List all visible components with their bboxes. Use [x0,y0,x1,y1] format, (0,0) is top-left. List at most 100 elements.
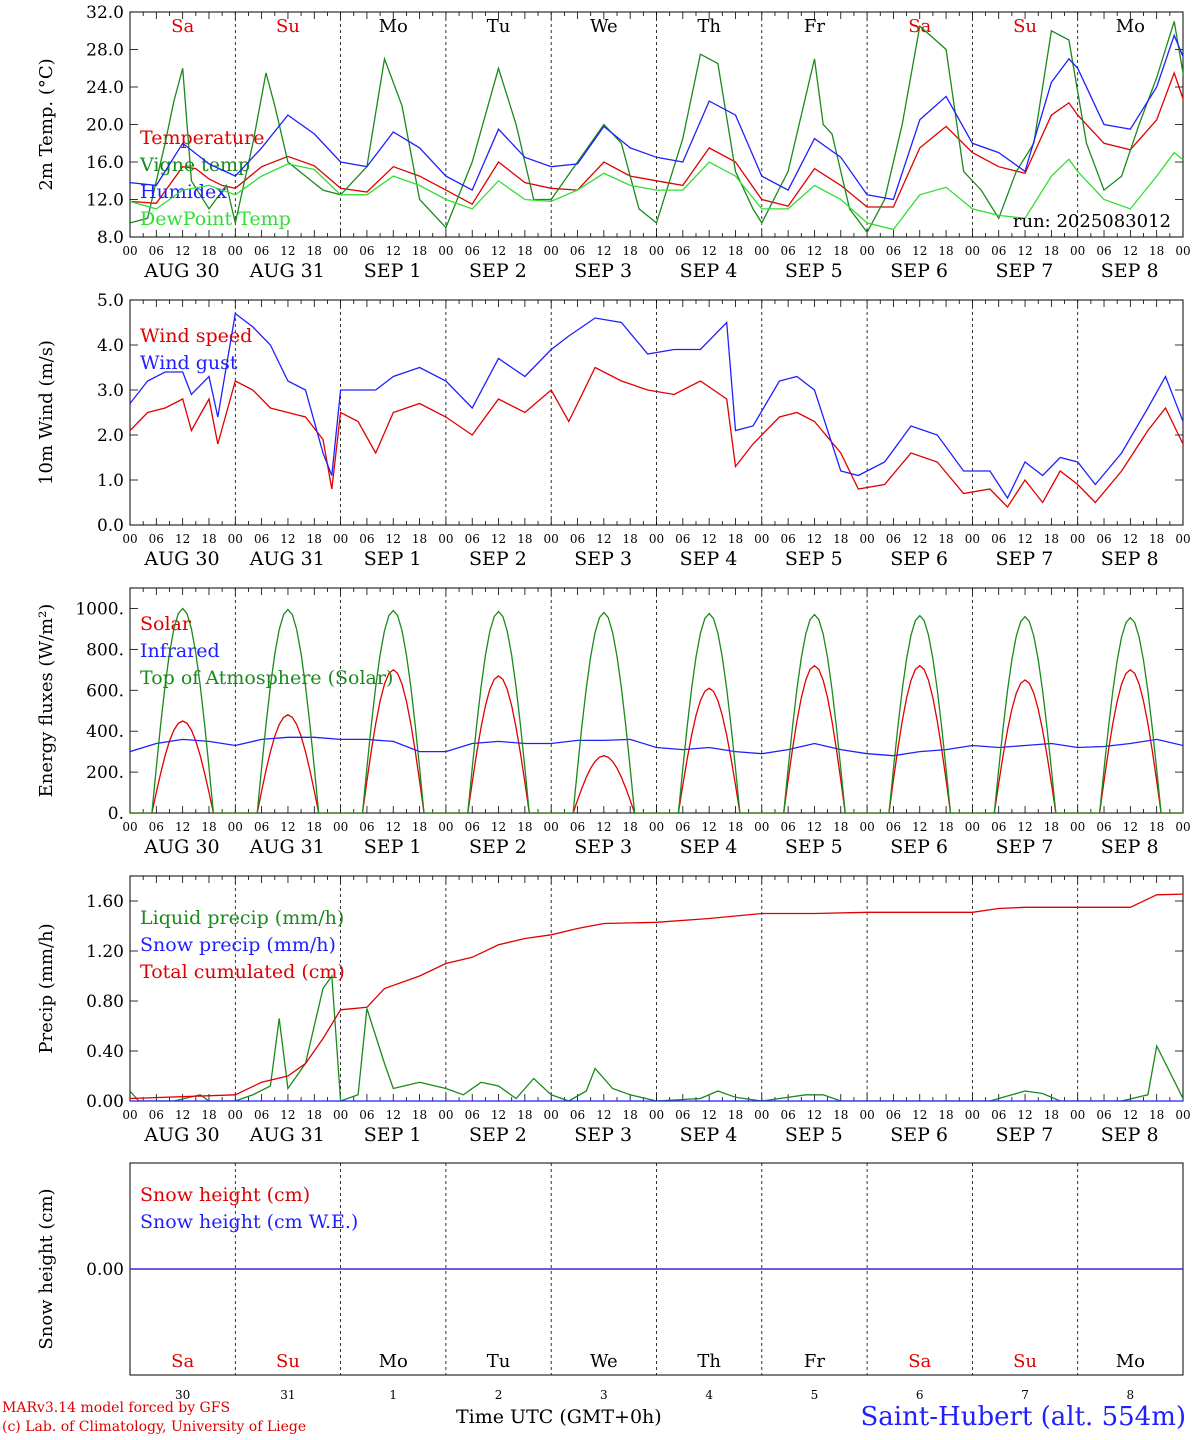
hour-tick-label: 00 [1175,820,1190,834]
hour-tick-label: 00 [122,820,137,834]
day-number-label: 8 [1127,1388,1135,1402]
legend-entry: Snow precip (mm/h) [140,934,336,956]
hour-tick-label: 06 [149,532,164,546]
hour-tick-label: 18 [307,820,322,834]
legend-entry: Humidex [140,181,227,203]
hour-tick-label: 12 [280,532,295,546]
hour-tick-label: 06 [1096,820,1111,834]
hour-tick-label: 06 [570,532,585,546]
date-label: SEP 3 [574,836,632,858]
hour-tick-label: 00 [122,244,137,258]
hour-tick-label: 12 [280,244,295,258]
hour-tick-label: 06 [780,1108,795,1122]
hour-tick-label: 12 [280,1108,295,1122]
hour-tick-label: 06 [359,244,374,258]
hour-tick-label: 18 [728,820,743,834]
date-label: SEP 7 [995,260,1053,282]
hour-tick-label: 06 [359,820,374,834]
hour-tick-label: 06 [359,532,374,546]
hour-tick-label: 00 [649,1108,664,1122]
hour-tick-label: 00 [649,244,664,258]
hour-tick-label: 06 [675,1108,690,1122]
hour-tick-label: 00 [544,820,559,834]
hour-tick-label: 18 [1044,1108,1059,1122]
legend-entry: Vigne temp [139,154,250,176]
y-tick-label: 8.0 [97,228,124,248]
date-label: SEP 2 [469,260,527,282]
date-label: SEP 4 [680,836,738,858]
weekday-label: Mo [1116,1351,1145,1372]
date-label: SEP 8 [1101,836,1159,858]
hour-tick-label: 06 [149,244,164,258]
y-axis-label: Energy fluxes (W/m²) [36,604,57,798]
date-label: SEP 1 [364,260,422,282]
date-label: SEP 8 [1101,1124,1159,1146]
hour-tick-label: 06 [886,244,901,258]
hour-tick-label: 06 [675,820,690,834]
weekday-label: We [590,16,618,37]
y-tick-label: 0.00 [86,1260,124,1280]
date-label: SEP 7 [995,1124,1053,1146]
hour-tick-label: 12 [1017,820,1032,834]
legend-entry: Wind gust [140,352,238,374]
hour-tick-label: 12 [912,244,927,258]
weekday-label: Th [697,1351,721,1372]
hour-tick-label: 12 [1123,820,1138,834]
legend-entry: Total cumulated (cm) [140,961,345,983]
hour-tick-label: 06 [465,532,480,546]
y-tick-label: 3.0 [97,381,124,401]
hour-tick-label: 18 [517,820,532,834]
hour-tick-label: 12 [807,1108,822,1122]
hour-tick-label: 06 [780,532,795,546]
hour-tick-label: 18 [412,1108,427,1122]
date-label: SEP 5 [785,1124,843,1146]
hour-tick-label: 12 [912,820,927,834]
y-tick-label: 800. [86,640,124,660]
hour-tick-label: 00 [228,532,243,546]
date-label: AUG 31 [249,260,325,282]
date-label: SEP 7 [995,548,1053,570]
plot-frame [129,587,1184,814]
y-tick-label: 1000. [75,599,124,619]
date-label: SEP 7 [995,836,1053,858]
hour-tick-label: 18 [938,1108,953,1122]
y-tick-label: 200. [86,763,124,783]
series-line [130,151,1183,231]
day-number-label: 31 [280,1388,295,1402]
hour-tick-label: 12 [807,532,822,546]
hour-tick-label: 00 [859,532,874,546]
hour-tick-label: 12 [596,1108,611,1122]
station-label: Saint-Hubert (alt. 554m) [860,1402,1186,1432]
hour-tick-label: 00 [544,532,559,546]
series-line [130,366,1183,509]
legend-entry: Top of Atmosphere (Solar) [140,667,393,689]
hour-tick-label: 12 [1123,244,1138,258]
hour-tick-label: 00 [859,244,874,258]
date-label: SEP 8 [1101,260,1159,282]
weekday-label: Su [276,16,300,37]
y-tick-label: 12.0 [86,191,124,211]
day-number-label: 5 [811,1388,819,1402]
hour-tick-label: 12 [386,820,401,834]
hour-tick-label: 06 [149,820,164,834]
hour-tick-label: 18 [517,532,532,546]
hour-tick-label: 06 [570,244,585,258]
hour-tick-label: 00 [544,244,559,258]
hour-tick-label: 18 [517,244,532,258]
date-label: SEP 5 [785,836,843,858]
hour-tick-label: 18 [833,1108,848,1122]
date-label: AUG 31 [249,548,325,570]
hour-tick-label: 00 [1175,244,1190,258]
series-line [130,33,1183,201]
legend-entry: DewPoint Temp [140,208,291,230]
hour-tick-label: 18 [1149,532,1164,546]
hour-tick-label: 00 [1070,244,1085,258]
hour-tick-label: 18 [728,1108,743,1122]
y-axis-label: Precip (mm/h) [36,923,57,1053]
date-label: AUG 30 [143,260,219,282]
date-label: SEP 5 [785,548,843,570]
hour-tick-label: 00 [1175,1108,1190,1122]
legend-entry: Solar [140,613,192,635]
hour-tick-label: 12 [912,532,927,546]
y-tick-label: 0.40 [86,1042,124,1062]
